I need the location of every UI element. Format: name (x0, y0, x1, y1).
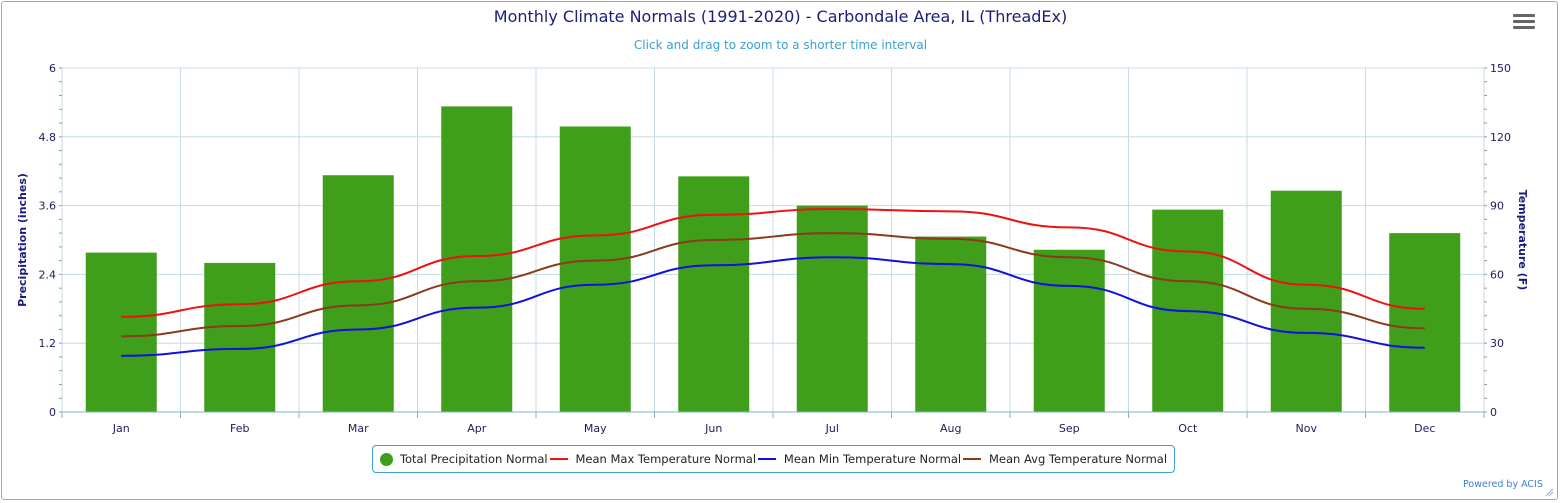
legend-item-precip[interactable]: Total Precipitation Normal (379, 452, 548, 466)
resize-handle-icon[interactable] (1545, 488, 1554, 497)
legend-label-avg: Mean Avg Temperature Normal (988, 452, 1168, 466)
powered-by-link[interactable]: Powered by ACIS (1463, 479, 1543, 490)
chart-legend: Total Precipitation Normal Mean Max Temp… (372, 445, 1175, 473)
legend-marker-avg (962, 458, 981, 460)
chart-title: Monthly Climate Normals (1991-2020) - Ca… (493, 7, 1068, 26)
hamburger-menu-icon[interactable] (1513, 14, 1535, 32)
legend-item-max[interactable]: Mean Max Temperature Normal (549, 452, 757, 466)
legend-marker-precip (379, 452, 393, 466)
chart-subtitle: Click and drag to zoom to a shorter time… (633, 38, 928, 52)
legend-label-max: Mean Max Temperature Normal (575, 452, 757, 466)
legend-label-precip: Total Precipitation Normal (399, 452, 548, 466)
legend-label-min: Mean Min Temperature Normal (783, 452, 962, 466)
legend-marker-max (549, 458, 568, 460)
legend-marker-min (757, 458, 776, 460)
legend-item-min[interactable]: Mean Min Temperature Normal (757, 452, 962, 466)
legend-item-avg[interactable]: Mean Avg Temperature Normal (962, 452, 1168, 466)
